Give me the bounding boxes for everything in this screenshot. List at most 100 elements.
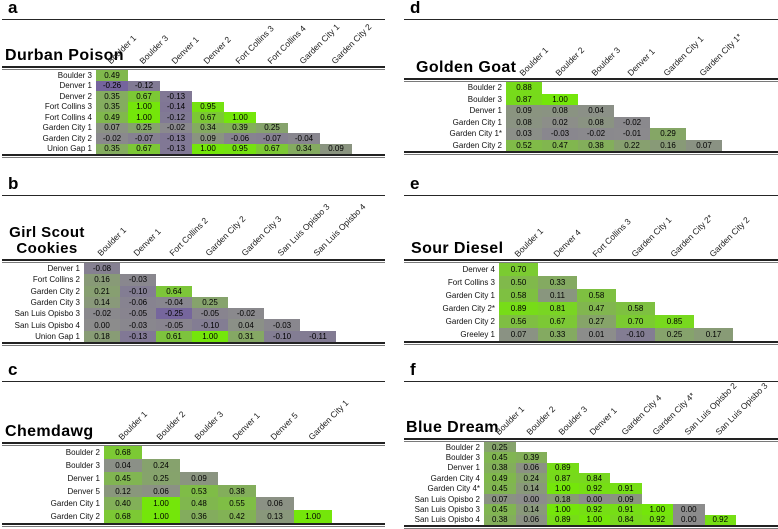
correlation-cell: 0.25 <box>484 441 516 453</box>
correlation-cell: 0.70 <box>616 315 655 328</box>
column-header: San Luis Opisbo 2 <box>682 381 739 438</box>
correlation-cell: 1.00 <box>142 510 180 523</box>
panel-header-zone: Sour Diesel Boulder 1 Denver 4 Fort Collins… <box>404 196 778 259</box>
correlation-cell: -0.25 <box>156 308 192 320</box>
correlation-cell: 0.14 <box>515 504 547 515</box>
matrix-row: Fort Collins 3 0.50 0.33 <box>404 276 778 289</box>
correlation-cell: 0.06 <box>515 462 547 474</box>
correlation-cell: 0.47 <box>542 139 578 151</box>
correlation-cell: 0.47 <box>577 302 616 315</box>
correlation-cell: 0.50 <box>499 276 538 289</box>
matrix-row: Boulder 3 0.87 1.00 <box>404 93 778 105</box>
bottom-spacer <box>2 158 385 178</box>
correlation-cell: -0.06 <box>120 296 156 309</box>
row-label: Fort Collins 4 <box>44 112 92 122</box>
correlation-cell: 0.45 <box>484 483 516 494</box>
correlation-cell: -0.13 <box>120 330 156 342</box>
correlation-cell: -0.05 <box>192 308 228 320</box>
correlation-cell: 0.21 <box>84 285 120 297</box>
header-rule <box>2 442 385 447</box>
panel-e: e Sour Diesel Boulder 1 Denver 4 Fort Collin… <box>389 175 778 360</box>
bottom-rule <box>2 154 385 158</box>
correlation-cell: 0.08 <box>506 116 542 128</box>
correlation-cell: 0.06 <box>256 497 294 511</box>
correlation-cell: 0.48 <box>180 497 218 511</box>
row-label: Garden City 1 <box>50 499 100 509</box>
matrix-row: Denver 1 0.45 0.25 0.09 <box>2 471 385 485</box>
correlation-cell: 0.14 <box>515 483 547 494</box>
correlation-cell: 0.38 <box>484 462 516 474</box>
column-header: Denver 5 <box>268 410 300 442</box>
correlation-cell: -0.10 <box>264 330 300 342</box>
row-label: Garden City 2 <box>50 512 100 522</box>
correlation-cell: 0.84 <box>578 473 610 484</box>
correlation-cell: -0.06 <box>224 133 256 144</box>
column-header: Boulder 3 <box>589 44 623 78</box>
panel-letter-block: c <box>2 360 385 382</box>
matrix-row: Denver 1 -0.08 <box>2 262 385 275</box>
correlation-cell: 1.00 <box>128 112 160 123</box>
matrix-rows: Denver 4 0.70 Fort Collins 3 0.50 0.33 Garden… <box>404 263 778 341</box>
strain-title-line: Cookies <box>16 239 78 257</box>
correlation-cell: -0.04 <box>288 133 320 144</box>
correlation-cell: 0.91 <box>610 504 642 515</box>
correlation-cell: 0.33 <box>538 276 577 289</box>
column-header: Garden City 1 <box>628 214 673 259</box>
correlation-cell: -0.14 <box>160 101 192 112</box>
correlation-cell: 0.34 <box>192 122 224 133</box>
correlation-cell: 0.38 <box>484 514 516 525</box>
matrix-row: Garden City 1 0.58 0.11 0.58 <box>404 289 778 302</box>
correlation-cell: 1.00 <box>641 504 673 515</box>
row-label: Garden City 3 <box>30 297 80 307</box>
row-label: San Luis Opisbo 4 <box>14 320 80 330</box>
correlation-cell: 0.55 <box>218 497 256 511</box>
correlation-cell: 0.00 <box>515 493 547 505</box>
correlation-cell: 0.67 <box>128 91 160 102</box>
correlation-cell: 0.67 <box>128 143 160 154</box>
row-label: Denver 1 <box>67 473 100 483</box>
correlation-cell: -0.03 <box>120 319 156 331</box>
panel-b: b Girl Scout Cookies Boulder 1 Denver 1 Fort … <box>0 175 389 360</box>
column-header: Denver 2 <box>201 33 233 66</box>
correlation-cell: 0.39 <box>224 122 256 133</box>
correlation-cell: 0.84 <box>610 514 642 525</box>
correlation-cell: 0.18 <box>84 330 120 342</box>
matrix-row: Garden City 4* 0.45 0.14 1.00 0.92 0.91 <box>404 483 778 494</box>
correlation-cell: 0.29 <box>650 128 686 140</box>
strain-title: Girl Scout Cookies <box>2 224 92 257</box>
correlation-cell: 0.58 <box>616 302 655 315</box>
matrix-row: Denver 1 -0.26 -0.12 <box>2 80 385 91</box>
matrix-row: San Luis Opisbo 4 0.38 0.06 0.89 1.00 0.84 0.9… <box>404 514 778 525</box>
correlation-cell: 1.00 <box>224 112 256 123</box>
column-header: Fort Collins 3 <box>589 215 633 259</box>
column-header: Denver 4 <box>550 226 583 259</box>
matrix-row: Garden City 4 0.49 0.24 0.87 0.84 <box>404 473 778 484</box>
correlation-cell: 0.45 <box>484 504 516 515</box>
column-header: Garden City 1* <box>697 30 744 78</box>
row-label: Denver 2 <box>59 91 92 101</box>
correlation-cell: 0.07 <box>96 122 128 133</box>
strain-title: Golden Goat <box>416 59 516 76</box>
row-label: Boulder 3 <box>467 94 502 104</box>
column-header: Denver 1 <box>169 33 201 66</box>
correlation-cell: 0.08 <box>578 116 614 128</box>
correlation-cell: 0.85 <box>655 315 694 328</box>
matrix-row: Garden City 1 0.07 0.25 -0.02 0.34 0.39 0.25 <box>2 122 385 133</box>
correlation-cell: 0.49 <box>96 70 128 81</box>
panel-letter: d <box>410 0 421 17</box>
correlation-cell: -0.10 <box>120 285 156 297</box>
matrix-row: Boulder 2 0.25 <box>404 441 778 453</box>
row-label: Union Gap 1 <box>47 144 92 154</box>
row-label: Greeley 1 <box>460 330 495 339</box>
correlation-cell: 0.95 <box>224 143 256 154</box>
correlation-cell: -0.07 <box>256 133 288 144</box>
row-label: San Luis Opisbo 3 <box>414 504 480 514</box>
column-header: Garden City 1 <box>306 397 351 442</box>
correlation-cell: -0.02 <box>614 116 650 128</box>
matrix-row: Denver 1 0.38 0.06 0.89 <box>404 462 778 474</box>
correlation-cell: 0.88 <box>506 82 542 94</box>
correlation-cell: -0.02 <box>578 128 614 140</box>
correlation-cell: 0.68 <box>104 446 142 460</box>
